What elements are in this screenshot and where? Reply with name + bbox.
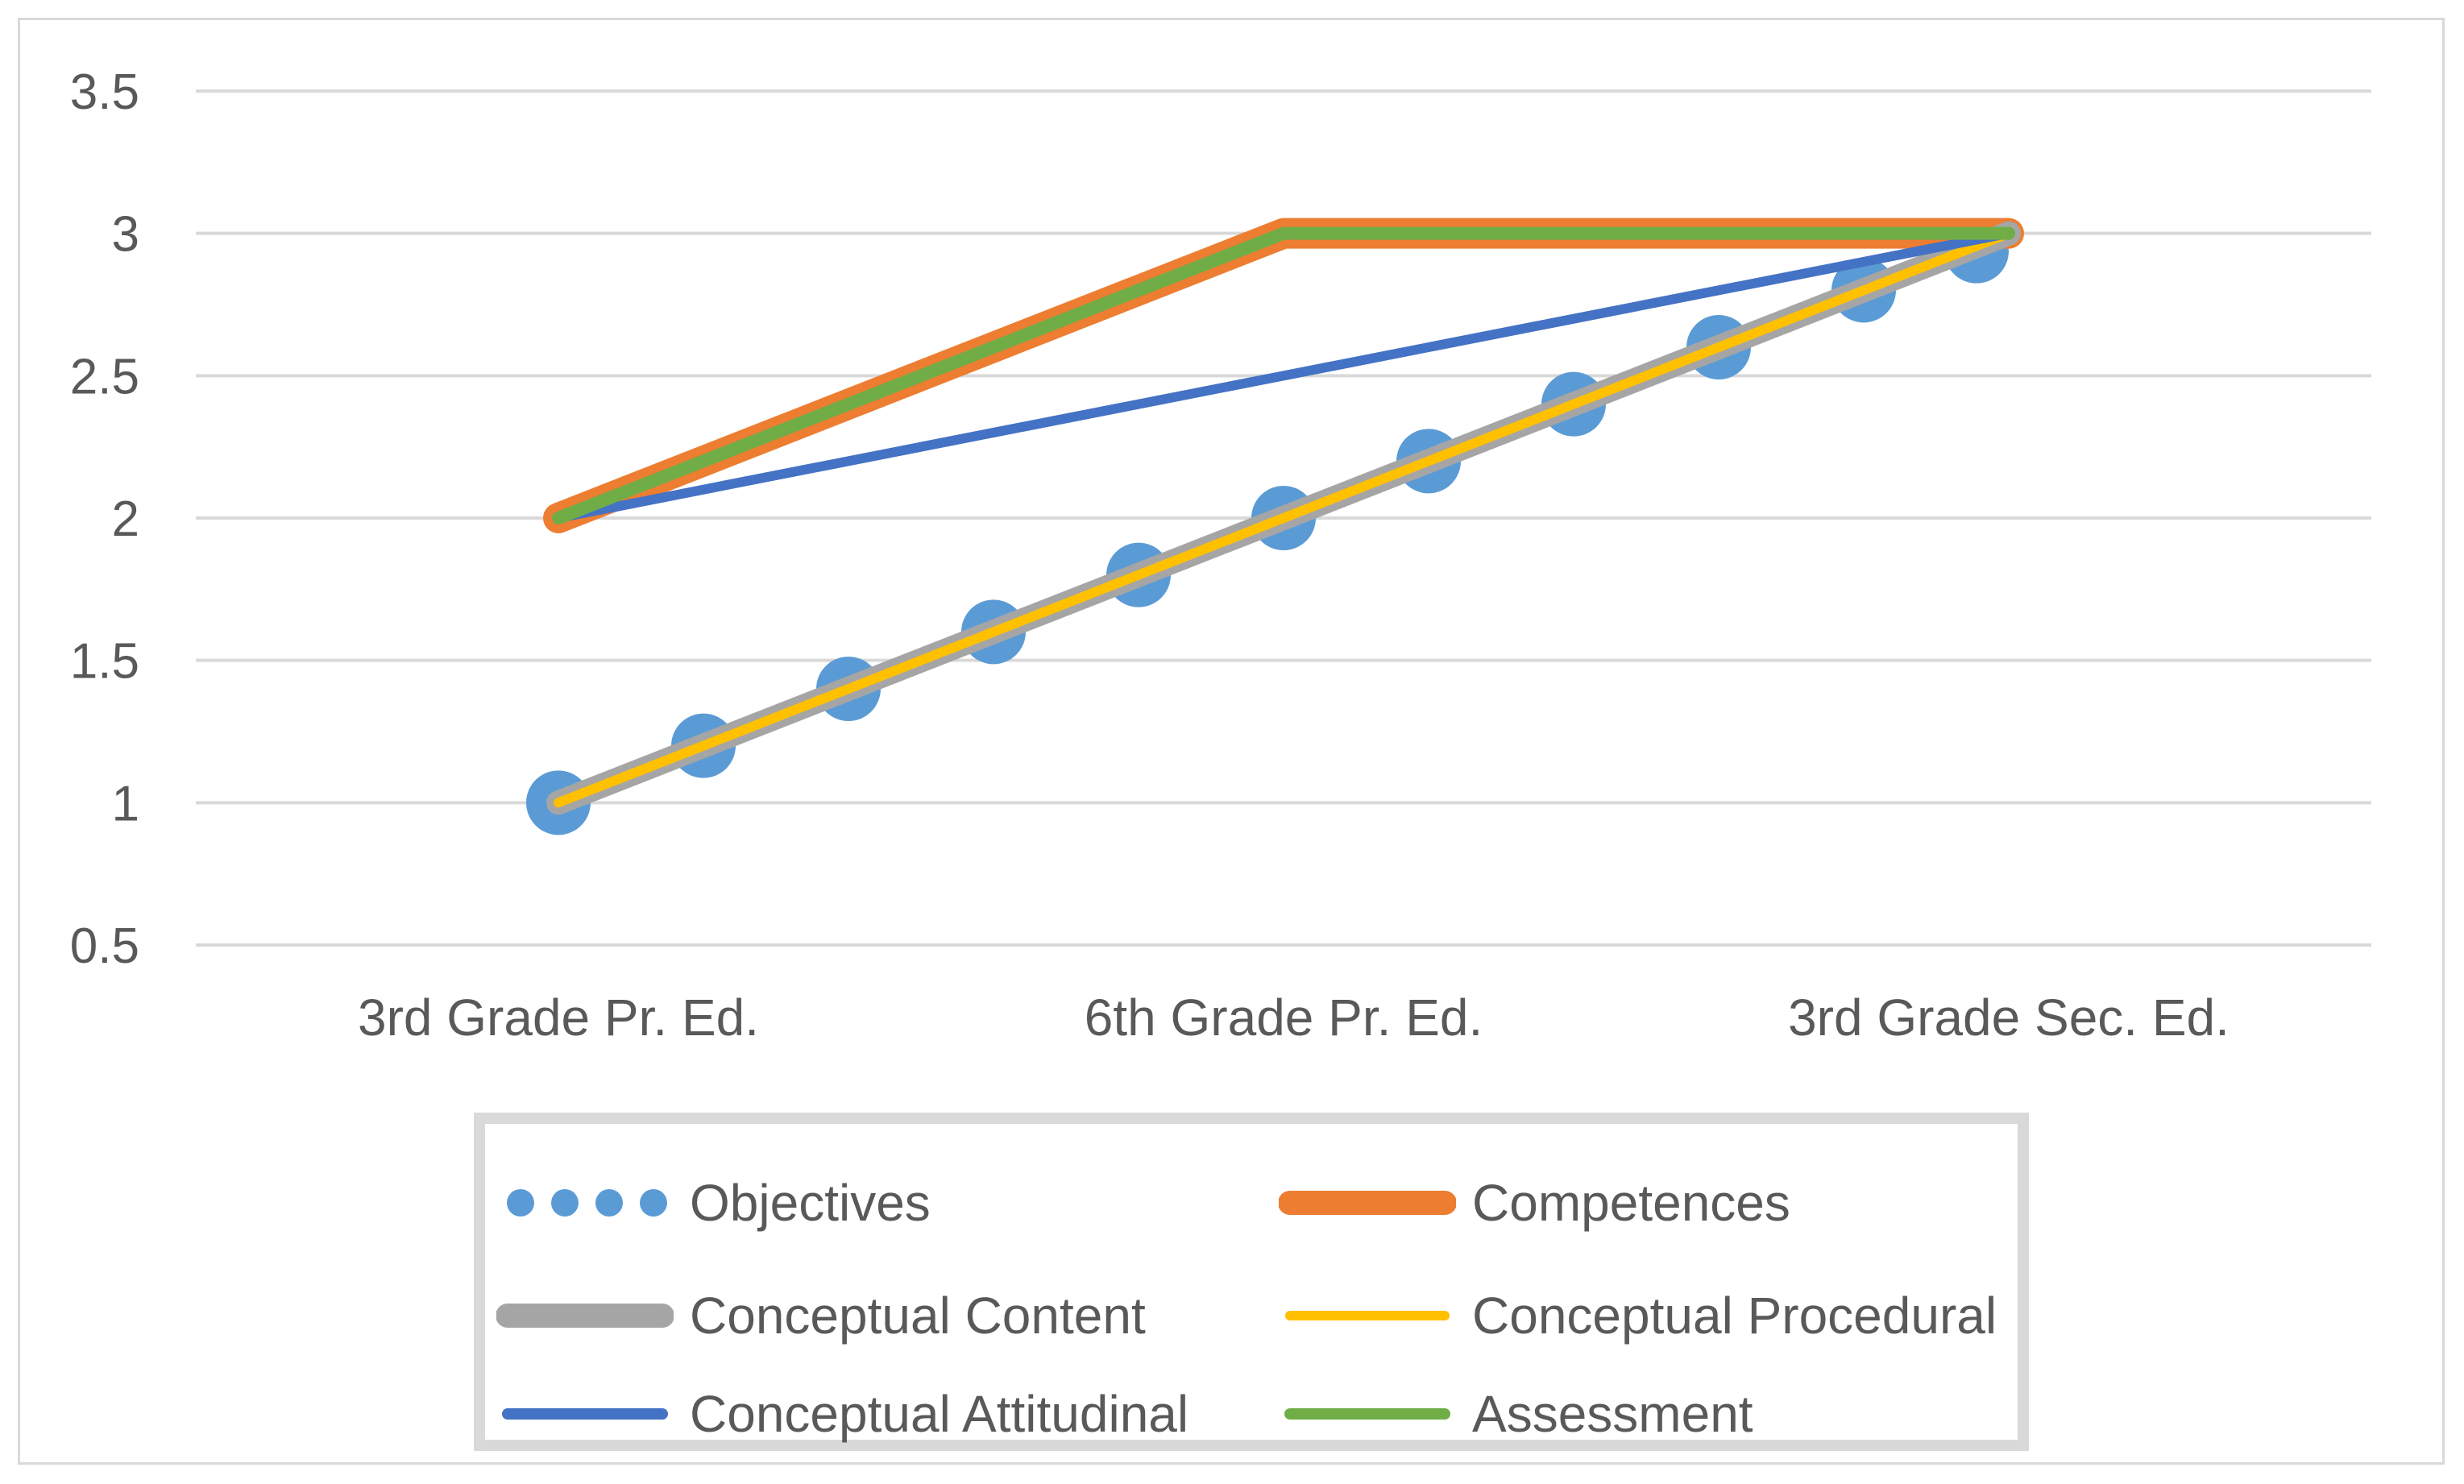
legend-item-conceptual-procedural: Conceptual Procedural xyxy=(1279,1283,1997,1348)
x-tick-label: 6th Grade Pr. Ed. xyxy=(1085,989,1483,1047)
legend-symbol-conceptual-attitudinal xyxy=(502,1408,668,1420)
chart-frame: 0.5 1 1.5 2 2.5 3 3.5 3rd Grade Pr. Ed. 6th Gra… xyxy=(18,18,2445,1465)
y-tick-label: 2 xyxy=(112,491,139,547)
legend-label-conceptual-procedural: Conceptual Procedural xyxy=(1472,1287,1997,1345)
legend-symbol-competences xyxy=(1279,1191,1456,1215)
y-tick-label: 2.5 xyxy=(70,349,139,404)
legend-label-conceptual-content: Conceptual Content xyxy=(690,1287,1146,1345)
legend-label-objectives: Objectives xyxy=(690,1174,931,1232)
y-tick-label: 1.5 xyxy=(70,634,139,690)
legend-symbol-assessment xyxy=(1284,1408,1450,1420)
legend: Objectives Competences Conceptual Conten… xyxy=(474,1113,2029,1451)
y-tick-label: 1 xyxy=(112,776,139,831)
legend-label-assessment: Assessment xyxy=(1472,1385,1753,1443)
series-line-assessment xyxy=(552,226,2015,524)
legend-item-assessment: Assessment xyxy=(1279,1382,1753,1446)
x-tick-label: 3rd Grade Sec. Ed. xyxy=(1788,989,2230,1047)
legend-symbol-conceptual-procedural xyxy=(1285,1311,1450,1320)
legend-label-conceptual-attitudinal: Conceptual Attitudinal xyxy=(690,1385,1189,1443)
legend-symbol-conceptual-content xyxy=(496,1304,674,1328)
y-tick-label: 0.5 xyxy=(70,918,139,974)
line-chart: 0.5 1 1.5 2 2.5 3 3.5 3rd Grade Pr. Ed. 6th Gra… xyxy=(70,64,2371,1047)
y-tick-label: 3.5 xyxy=(70,64,139,120)
series-line-conceptual-procedural xyxy=(554,228,2014,808)
legend-item-objectives: Objectives xyxy=(496,1171,931,1235)
y-tick-label: 3 xyxy=(112,207,139,263)
series-line-conceptual-attitudinal xyxy=(554,228,2014,523)
legend-item-competences: Competences xyxy=(1279,1171,1790,1235)
legend-item-conceptual-attitudinal: Conceptual Attitudinal xyxy=(496,1382,1188,1446)
legend-label-competences: Competences xyxy=(1472,1174,1790,1232)
legend-item-conceptual-content: Conceptual Content xyxy=(496,1283,1146,1348)
legend-symbol-objectives xyxy=(507,1189,667,1217)
x-tick-label: 3rd Grade Pr. Ed. xyxy=(358,989,759,1047)
